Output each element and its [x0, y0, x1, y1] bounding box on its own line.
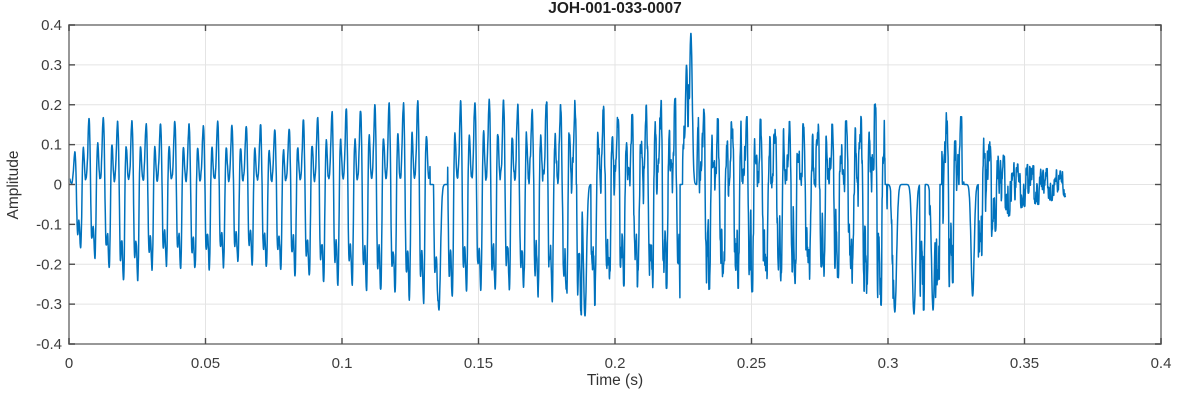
x-tick-label: 0.2 — [605, 355, 626, 372]
x-tick-label: 0.25 — [737, 355, 766, 372]
x-tick-label: 0 — [65, 355, 73, 372]
y-tick-label: 0.1 — [41, 137, 62, 154]
x-tick-label: 0.3 — [878, 355, 899, 372]
y-tick-label: -0.4 — [36, 336, 62, 353]
x-tick-label: 0.1 — [332, 355, 353, 372]
chart-title: JOH-001-033-0007 — [548, 0, 682, 17]
y-tick-label: -0.3 — [36, 296, 62, 313]
waveform-line — [68, 32, 1067, 317]
y-tick-label: 0 — [54, 177, 62, 194]
x-tick-label: 0.35 — [1010, 355, 1039, 372]
y-tick-label: -0.1 — [36, 216, 62, 233]
y-tick-label: 0.3 — [41, 57, 62, 74]
y-tick-label: 0.4 — [41, 17, 62, 34]
y-tick-label: 0.2 — [41, 97, 62, 114]
x-axis-label: Time (s) — [586, 372, 644, 389]
x-tick-label: 0.4 — [1151, 355, 1172, 372]
y-tick-label: -0.2 — [36, 256, 62, 273]
x-tick-label: 0.05 — [191, 355, 220, 372]
x-tick-label: 0.15 — [464, 355, 493, 372]
